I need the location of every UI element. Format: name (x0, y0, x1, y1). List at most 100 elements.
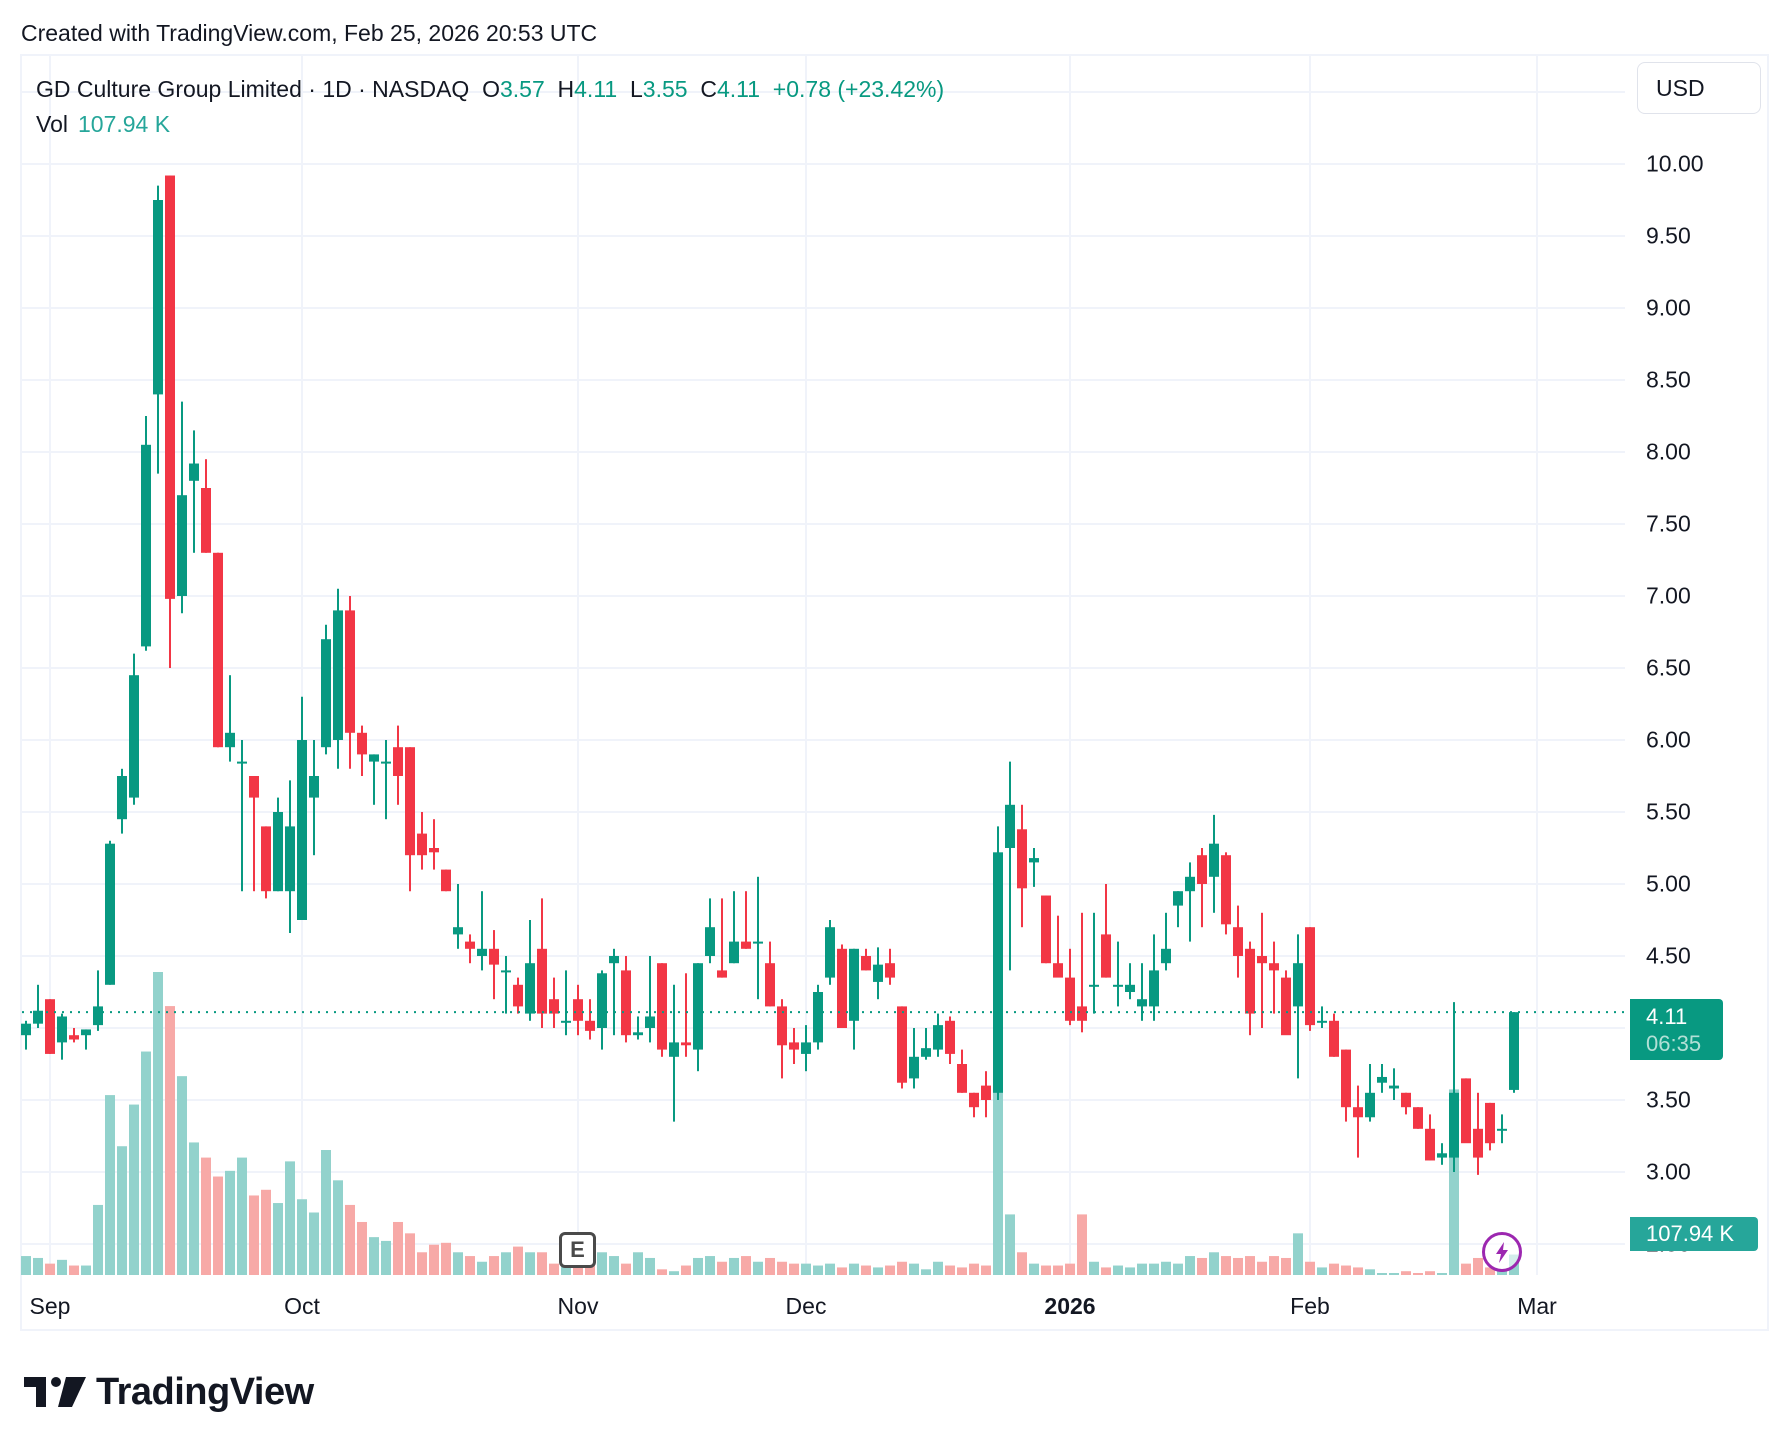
candle-body[interactable] (801, 1042, 811, 1054)
candle-body[interactable] (165, 175, 175, 599)
candle-body[interactable] (237, 761, 247, 764)
candle-body[interactable] (321, 639, 331, 748)
candle-body[interactable] (1053, 963, 1063, 978)
currency-button[interactable]: USD (1637, 62, 1761, 114)
candle-body[interactable] (345, 610, 355, 733)
candle-body[interactable] (1365, 1092, 1375, 1118)
candle-body[interactable] (693, 963, 703, 1050)
candle-body[interactable] (381, 761, 391, 764)
candle-body[interactable] (717, 970, 727, 978)
candle-body[interactable] (1065, 977, 1075, 1021)
candle-body[interactable] (1017, 829, 1027, 889)
candle-body[interactable] (1341, 1049, 1351, 1108)
tradingview-logo[interactable]: TradingView (24, 1371, 314, 1413)
candle-body[interactable] (1437, 1153, 1447, 1158)
candle-body[interactable] (1257, 956, 1267, 964)
candle-body[interactable] (129, 675, 139, 798)
candle-body[interactable] (1185, 876, 1195, 892)
candle-body[interactable] (873, 964, 883, 982)
candle-body[interactable] (597, 973, 607, 1028)
candle-body[interactable] (189, 463, 199, 481)
candle-body[interactable] (1425, 1128, 1435, 1161)
candle-body[interactable] (657, 963, 667, 1050)
candle-body[interactable] (1221, 855, 1231, 925)
candle-body[interactable] (645, 1016, 655, 1028)
candle-body[interactable] (561, 1020, 571, 1023)
candle-body[interactable] (729, 941, 739, 964)
candle-body[interactable] (405, 747, 415, 856)
earnings-badge[interactable]: E (559, 1232, 596, 1268)
candle-body[interactable] (1281, 977, 1291, 1036)
candle-body[interactable] (1413, 1107, 1423, 1129)
candle-body[interactable] (1137, 999, 1147, 1007)
candle-body[interactable] (777, 1006, 787, 1046)
candle-body[interactable] (933, 1025, 943, 1050)
candle-body[interactable] (213, 552, 223, 748)
candle-body[interactable] (357, 732, 367, 755)
candle-body[interactable] (105, 843, 115, 985)
candle-body[interactable] (1125, 984, 1135, 992)
candle-body[interactable] (573, 999, 583, 1021)
candle-body[interactable] (1269, 963, 1279, 971)
candle-body[interactable] (1161, 948, 1171, 964)
candle-body[interactable] (813, 992, 823, 1043)
candle-body[interactable] (633, 1032, 643, 1036)
candle-body[interactable] (1149, 970, 1159, 1007)
candle-body[interactable] (909, 1056, 919, 1079)
candle-body[interactable] (417, 833, 427, 856)
candle-body[interactable] (981, 1085, 991, 1100)
candle-body[interactable] (945, 1020, 955, 1054)
candle-body[interactable] (1245, 948, 1255, 1014)
candle-body[interactable] (1305, 927, 1315, 1026)
candle-body[interactable] (1005, 804, 1015, 848)
candle-body[interactable] (609, 956, 619, 964)
candle-body[interactable] (1509, 1012, 1519, 1090)
candle-body[interactable] (249, 776, 259, 798)
candle-body[interactable] (753, 941, 763, 944)
candle-body[interactable] (81, 1029, 91, 1036)
candle-body[interactable] (369, 754, 379, 762)
candle-body[interactable] (393, 747, 403, 776)
candle-body[interactable] (141, 444, 151, 647)
candle-body[interactable] (1209, 843, 1219, 877)
candle-body[interactable] (1401, 1092, 1411, 1108)
candle-body[interactable] (1353, 1107, 1363, 1118)
candle-body[interactable] (765, 963, 775, 1007)
candle-body[interactable] (1317, 1020, 1327, 1023)
candle-body[interactable] (897, 1006, 907, 1083)
candle-body[interactable] (849, 948, 859, 1021)
candle-body[interactable] (825, 927, 835, 978)
candle-body[interactable] (585, 1020, 595, 1031)
candle-body[interactable] (69, 1035, 79, 1040)
candle-body[interactable] (273, 812, 283, 892)
candle-body[interactable] (1113, 984, 1123, 987)
candle-body[interactable] (1173, 891, 1183, 906)
candle-body[interactable] (1089, 984, 1099, 987)
candle-body[interactable] (969, 1092, 979, 1108)
candle-body[interactable] (33, 1010, 43, 1024)
candle-body[interactable] (453, 927, 463, 935)
candle-body[interactable] (1473, 1128, 1483, 1158)
candle-body[interactable] (201, 488, 211, 553)
candle-body[interactable] (669, 1042, 679, 1057)
candle-body[interactable] (1497, 1128, 1507, 1131)
candle-body[interactable] (1077, 1006, 1087, 1021)
candle-body[interactable] (285, 826, 295, 892)
candle-body[interactable] (525, 963, 535, 1014)
candle-body[interactable] (489, 948, 499, 965)
candle-body[interactable] (1389, 1085, 1399, 1089)
candle-body[interactable] (789, 1042, 799, 1050)
candle-body[interactable] (537, 948, 547, 1014)
candle-body[interactable] (993, 852, 1003, 1093)
candle-body[interactable] (477, 948, 487, 956)
candle-body[interactable] (1449, 1092, 1459, 1158)
candle-body[interactable] (57, 1016, 67, 1043)
candle-body[interactable] (837, 948, 847, 1028)
candle-body[interactable] (549, 999, 559, 1014)
candle-body[interactable] (957, 1064, 967, 1093)
candle-body[interactable] (297, 740, 307, 920)
candle-body[interactable] (621, 970, 631, 1036)
candle-body[interactable] (1293, 963, 1303, 1007)
candle-body[interactable] (21, 1023, 31, 1036)
candle-body[interactable] (1461, 1078, 1471, 1144)
